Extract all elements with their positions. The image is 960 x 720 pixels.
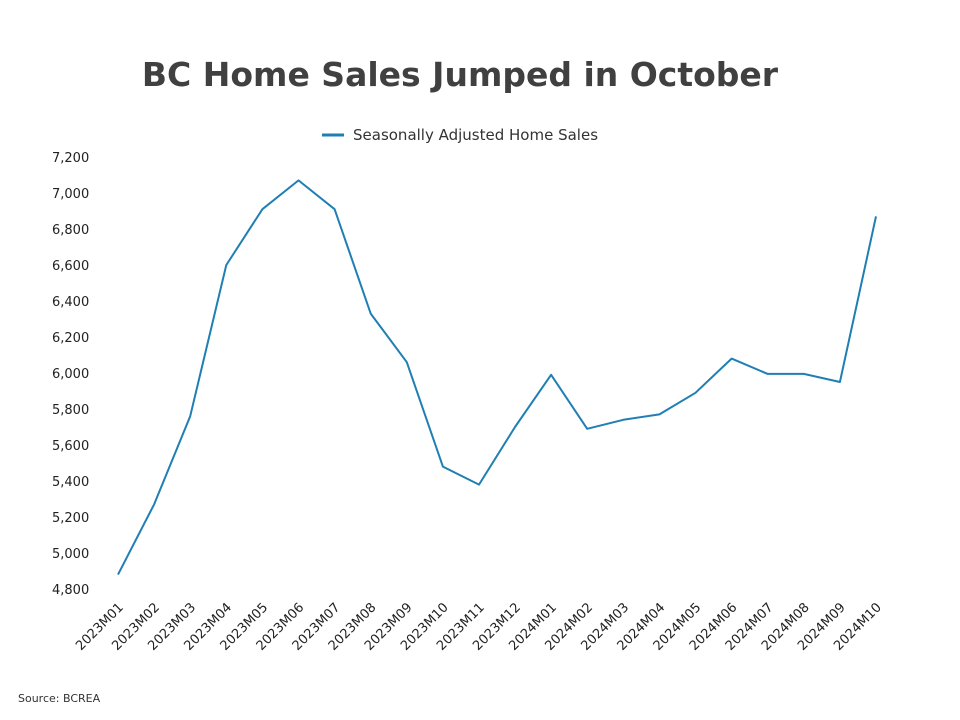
data-point <box>152 502 156 506</box>
y-tick-label: 6,600 <box>52 259 89 274</box>
data-point <box>405 360 409 364</box>
data-point <box>260 207 264 211</box>
data-point <box>296 178 300 182</box>
y-tick-label: 7,200 <box>52 151 89 166</box>
data-point <box>441 465 445 469</box>
y-tick-label: 6,400 <box>52 295 89 310</box>
data-point <box>513 425 517 429</box>
data-point <box>874 214 878 218</box>
legend: Seasonally Adjusted Home Sales <box>322 126 598 144</box>
data-point <box>838 380 842 384</box>
data-point <box>549 373 553 377</box>
data-point <box>333 207 337 211</box>
y-tick-label: 4,800 <box>52 583 89 598</box>
y-tick-label: 7,000 <box>52 187 89 202</box>
data-point <box>694 391 698 395</box>
series-group <box>116 178 878 577</box>
data-point <box>585 427 589 431</box>
data-point <box>730 357 734 361</box>
data-point <box>188 414 192 418</box>
y-tick-label: 5,800 <box>52 403 89 418</box>
data-point <box>116 573 120 577</box>
y-tick-label: 5,000 <box>52 547 89 562</box>
data-point <box>621 418 625 422</box>
x-axis: 2023M012023M022023M032023M042023M052023M… <box>73 600 885 654</box>
y-tick-label: 5,600 <box>52 439 89 454</box>
data-point <box>224 263 228 267</box>
data-point <box>766 372 770 376</box>
data-point <box>369 312 373 316</box>
y-tick-label: 5,200 <box>52 511 89 526</box>
y-axis: 7,200 7,000 6,800 6,600 6,400 6,200 6,000 5,800… <box>52 151 89 598</box>
data-point <box>477 483 481 487</box>
legend-label: Seasonally Adjusted Home Sales <box>353 126 598 144</box>
chart-title: BC Home Sales Jumped in October <box>142 55 779 94</box>
series-line <box>117 179 877 576</box>
data-point <box>657 412 661 416</box>
data-point <box>802 372 806 376</box>
y-tick-label: 6,000 <box>52 367 89 382</box>
y-tick-label: 6,800 <box>52 223 89 238</box>
source-note: Source: BCREA <box>18 692 101 705</box>
y-tick-label: 6,200 <box>52 331 89 346</box>
y-tick-label: 5,400 <box>52 475 89 490</box>
